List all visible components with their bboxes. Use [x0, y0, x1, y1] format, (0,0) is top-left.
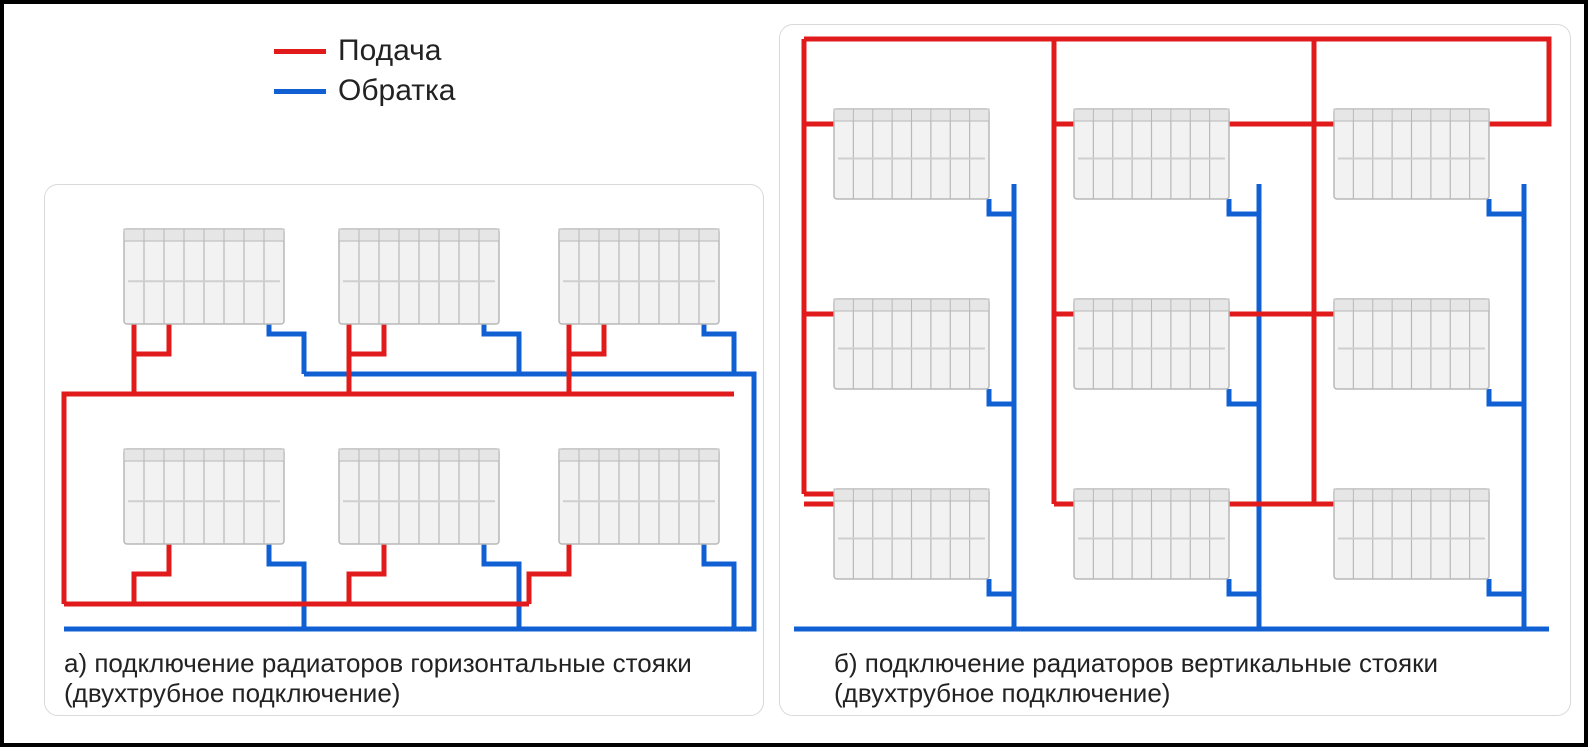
caption-b: б) подключение радиаторов вертикальные с… — [834, 649, 1534, 709]
caption-a: а) подключение радиаторов горизонтальные… — [64, 649, 744, 709]
diagram-svg — [4, 4, 1588, 751]
diagram-frame: Подача Обратка а) подключение радиаторов… — [0, 0, 1588, 747]
